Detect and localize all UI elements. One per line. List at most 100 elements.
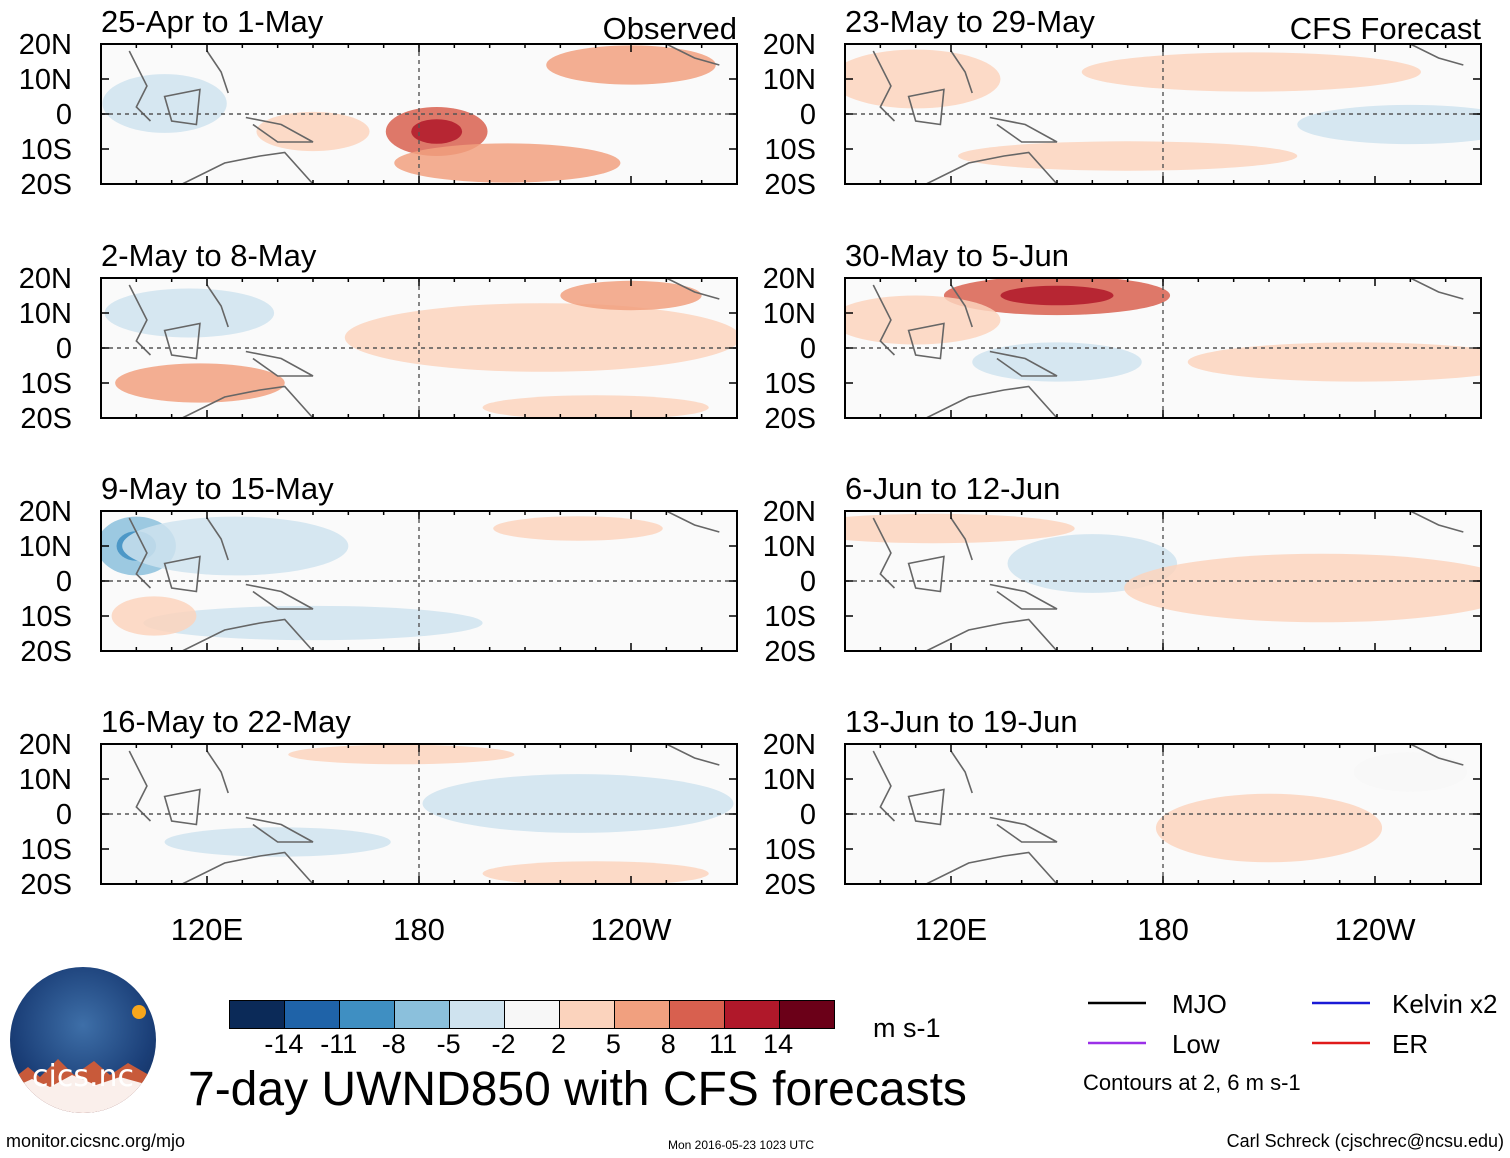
colorbar-tick-label: 2 <box>550 1029 566 1059</box>
y-tick-label: 10N <box>19 64 72 96</box>
anomaly-field <box>845 49 1481 171</box>
y-tick-label: 0 <box>56 566 72 598</box>
y-tick-label: 20N <box>763 729 816 761</box>
anomaly-field <box>101 516 663 641</box>
x-tick-label: 120E <box>171 912 243 947</box>
logo-mountain-icon <box>10 1059 156 1113</box>
anomaly-blob <box>482 395 709 418</box>
colorbar-tick-label: 8 <box>660 1029 676 1059</box>
anomaly-blob <box>288 744 515 765</box>
coastline <box>872 278 1464 418</box>
anomaly-field <box>1155 752 1467 863</box>
colorbar <box>229 1000 835 1029</box>
anomaly-blob <box>958 141 1298 171</box>
y-tick-label: 10S <box>764 834 816 866</box>
colorbar-tick-label: 5 <box>605 1029 621 1059</box>
legend-label-1: Low <box>1172 1029 1220 1059</box>
y-tick-label: 20S <box>764 169 816 201</box>
y-tick-label: 10S <box>764 368 816 400</box>
colorbar-tick-label: -11 <box>320 1029 358 1059</box>
y-tick-label: 10N <box>763 764 816 796</box>
anomaly-core <box>411 119 463 144</box>
legend-label-2: Kelvin x2 <box>1392 989 1498 1019</box>
y-tick-label: 0 <box>56 333 72 365</box>
coastline <box>128 511 720 651</box>
colorbar-tick-label: 14 <box>763 1029 794 1059</box>
anomaly-blob <box>143 605 483 641</box>
coastline <box>128 44 720 184</box>
legend-label-0: MJO <box>1172 989 1227 1019</box>
anomaly-blob <box>1155 793 1383 863</box>
contours-note: Contours at 2, 6 m s-1 <box>1083 1070 1301 1095</box>
anomaly-blob <box>1187 342 1481 382</box>
anomaly-blob <box>102 74 227 133</box>
colorbar-swatch <box>230 1001 285 1028</box>
y-tick-label: 20S <box>764 403 816 435</box>
anomaly-blob <box>845 295 1001 345</box>
y-tick-label: 20S <box>764 869 816 901</box>
anomaly-blob <box>493 516 663 541</box>
anomaly-blob <box>104 288 275 338</box>
y-tick-label: 0 <box>800 566 816 598</box>
anomaly-blob <box>122 516 349 576</box>
y-tick-label: 10N <box>763 298 816 330</box>
colorbar-swatch <box>670 1001 725 1028</box>
anomaly-blob <box>344 303 737 372</box>
y-tick-label: 10N <box>763 64 816 96</box>
units-label: m s-1 <box>873 1013 941 1043</box>
colorbar-swatch <box>615 1001 670 1028</box>
y-tick-label: 20N <box>19 729 72 761</box>
y-tick-label: 10S <box>20 368 72 400</box>
y-tick-label: 20S <box>20 869 72 901</box>
panel-title: 16-May to 22-May <box>101 704 351 739</box>
anomaly-blob <box>1353 752 1467 792</box>
coastline <box>128 278 720 418</box>
y-tick-label: 0 <box>56 99 72 131</box>
colorbar-swatch <box>725 1001 780 1028</box>
y-tick-label: 0 <box>800 799 816 831</box>
colorbar-swatch <box>505 1001 560 1028</box>
x-tick-label: 180 <box>1137 912 1189 947</box>
colorbar-swatch <box>450 1001 505 1028</box>
y-tick-label: 20N <box>763 29 816 61</box>
anomaly-blob <box>482 861 709 884</box>
column-label: CFS Forecast <box>1290 11 1482 46</box>
y-tick-label: 20N <box>19 263 72 295</box>
source-url[interactable]: monitor.cicsnc.org/mjo <box>6 1131 186 1151</box>
panel-title: 25-Apr to 1-May <box>101 4 324 39</box>
y-tick-label: 10S <box>764 134 816 166</box>
anomaly-field <box>845 513 1481 623</box>
coastline <box>872 44 1464 184</box>
y-tick-label: 0 <box>800 333 816 365</box>
panel-title: 6-Jun to 12-Jun <box>845 471 1060 506</box>
y-tick-label: 20S <box>764 636 816 668</box>
anomaly-blob <box>1297 104 1481 145</box>
anomaly-blob <box>111 596 197 636</box>
anomaly-blob <box>1124 553 1481 623</box>
colorbar-tick-label: -5 <box>436 1029 461 1059</box>
y-tick-label: 20N <box>763 263 816 295</box>
x-tick-label: 120W <box>591 912 673 947</box>
colorbar-swatch <box>395 1001 450 1028</box>
coastline <box>872 511 1464 651</box>
anomaly-field <box>104 280 737 418</box>
y-tick-label: 20N <box>19 496 72 528</box>
anomaly-blob <box>394 143 621 183</box>
colorbar-swatch <box>780 1001 834 1028</box>
panel-title: 13-Jun to 19-Jun <box>845 704 1078 739</box>
anomaly-blob <box>422 774 734 833</box>
logo-text: cics.nc <box>32 1059 134 1094</box>
y-tick-label: 10N <box>19 764 72 796</box>
colorbar-swatch <box>560 1001 615 1028</box>
y-tick-label: 20N <box>763 496 816 528</box>
cics-logo: cics.nc <box>10 967 156 1113</box>
x-tick-label: 120E <box>915 912 987 947</box>
anomaly-blob <box>1081 52 1421 92</box>
colorbar-tick-label: 11 <box>709 1029 738 1059</box>
